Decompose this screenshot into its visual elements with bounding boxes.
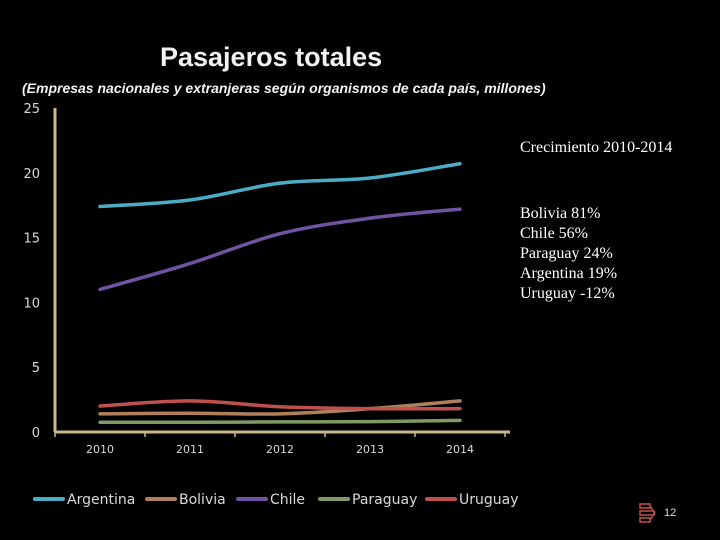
- series-line-chile: [98, 207, 462, 292]
- legend-item-uruguay: Uruguay: [425, 492, 519, 508]
- growth-item-uruguay: Uruguay -12%: [520, 285, 615, 302]
- legend-item-argentina: Argentina: [33, 492, 135, 508]
- chart-title: Pasajeros totales: [160, 42, 383, 72]
- slide-number: 12: [664, 507, 677, 519]
- y-tick-label: 5: [32, 361, 40, 376]
- legend-label: Chile: [270, 492, 305, 508]
- x-tick-label: 2012: [266, 443, 294, 456]
- series-line-bolivia: [98, 399, 462, 416]
- growth-heading: Crecimiento 2010-2014: [520, 139, 673, 156]
- growth-list: Bolivia 81% Chile 56% Paraguay 24% Argen…: [520, 204, 710, 304]
- x-tick-label: 2014: [446, 443, 474, 456]
- growth-item-bolivia: Bolivia 81%: [520, 205, 601, 222]
- series-line-paraguay: [98, 418, 462, 425]
- y-tick-label: 20: [23, 167, 40, 182]
- x-tick-label: 2011: [176, 443, 204, 456]
- stacked-bars-logo-icon: [639, 503, 656, 523]
- x-tick-label: 2010: [86, 443, 114, 456]
- y-tick-label: 25: [23, 102, 40, 117]
- growth-item-chile: Chile 56%: [520, 225, 588, 242]
- series-line-uruguay: [98, 399, 462, 411]
- legend-label: Argentina: [67, 492, 135, 508]
- legend-label: Uruguay: [459, 492, 519, 508]
- legend-item-paraguay: Paraguay: [318, 492, 417, 508]
- y-tick-label: 0: [32, 426, 40, 441]
- growth-item-paraguay: Paraguay 24%: [520, 245, 613, 262]
- series-line-argentina: [98, 161, 462, 209]
- y-tick-label: 15: [23, 232, 40, 247]
- x-tick-label: 2013: [356, 443, 384, 456]
- y-tick-label: 10: [23, 296, 40, 311]
- legend-label: Bolivia: [179, 492, 226, 508]
- legend-item-chile: Chile: [236, 492, 305, 508]
- legend-label: Paraguay: [352, 492, 417, 508]
- growth-item-argentina: Argentina 19%: [520, 265, 618, 282]
- legend-item-bolivia: Bolivia: [145, 492, 226, 508]
- chart-subtitle: (Empresas nacionales y extranjeras según…: [22, 80, 546, 96]
